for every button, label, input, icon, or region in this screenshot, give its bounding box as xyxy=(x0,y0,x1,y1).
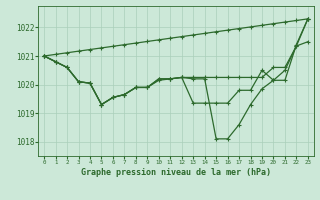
X-axis label: Graphe pression niveau de la mer (hPa): Graphe pression niveau de la mer (hPa) xyxy=(81,168,271,177)
